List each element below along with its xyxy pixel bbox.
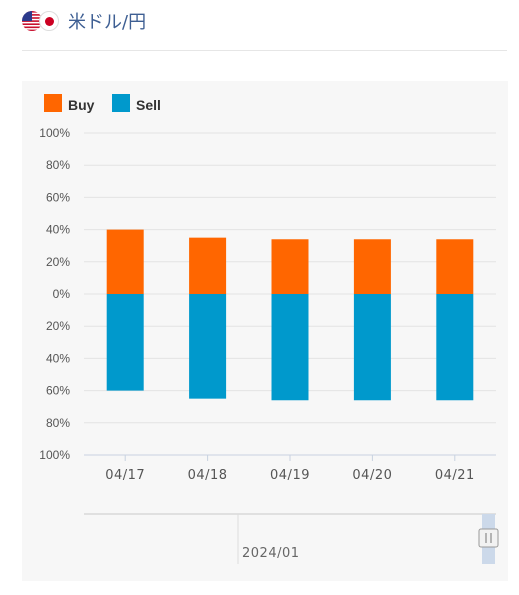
y-tick-label: 100% xyxy=(39,126,70,140)
y-tick-label: 0% xyxy=(53,287,71,301)
y-tick-label: 40% xyxy=(46,351,70,365)
buy-bar[interactable] xyxy=(353,239,391,294)
x-tick-label: 04/17 xyxy=(105,468,145,483)
y-tick-label: 20% xyxy=(46,319,70,333)
x-tick-label: 04/21 xyxy=(435,468,475,483)
y-tick-label: 40% xyxy=(46,223,70,237)
legend-sell-swatch xyxy=(112,94,130,112)
legend-buy-swatch xyxy=(44,94,62,112)
navigator-date-label: 2024/01 xyxy=(242,546,300,561)
navigator-handle[interactable] xyxy=(478,528,499,548)
x-tick-label: 04/19 xyxy=(270,468,310,483)
buy-bar[interactable] xyxy=(189,237,227,294)
sell-bar[interactable] xyxy=(436,294,474,401)
y-tick-label: 60% xyxy=(46,190,70,204)
y-tick-label: 20% xyxy=(46,255,70,269)
buy-bar[interactable] xyxy=(106,229,144,294)
sell-bar[interactable] xyxy=(271,294,309,401)
sell-bar[interactable] xyxy=(189,294,227,399)
buy-bar[interactable] xyxy=(436,239,474,294)
x-tick-label: 04/18 xyxy=(188,468,228,483)
legend-buy-label: Buy xyxy=(68,97,95,113)
buy-sell-chart: Buy Sell 100% 80% 60% 40% 20% 0% 20% 40% 60% 80% 100… xyxy=(39,94,499,564)
chart-panel: Buy Sell 100% 80% 60% 40% 20% 0% 20% 40% 60% 80% 100… xyxy=(22,81,508,581)
y-tick-label: 60% xyxy=(46,384,70,398)
pair-title: 米ドル/円 xyxy=(68,12,147,33)
sell-bar[interactable] xyxy=(353,294,391,401)
currency-pair-header: 米ドル/円 xyxy=(22,8,146,34)
buy-bar[interactable] xyxy=(271,239,309,294)
flag-pair xyxy=(22,9,62,33)
x-tick-label: 04/20 xyxy=(352,468,392,483)
jp-flag-icon xyxy=(39,11,59,31)
y-tick-label: 80% xyxy=(46,416,70,430)
y-tick-label: 100% xyxy=(39,448,70,462)
us-flag-icon xyxy=(22,11,42,31)
legend-sell-label: Sell xyxy=(136,97,161,113)
sell-bar[interactable] xyxy=(106,294,144,391)
y-tick-label: 80% xyxy=(46,158,70,172)
divider xyxy=(22,50,507,51)
